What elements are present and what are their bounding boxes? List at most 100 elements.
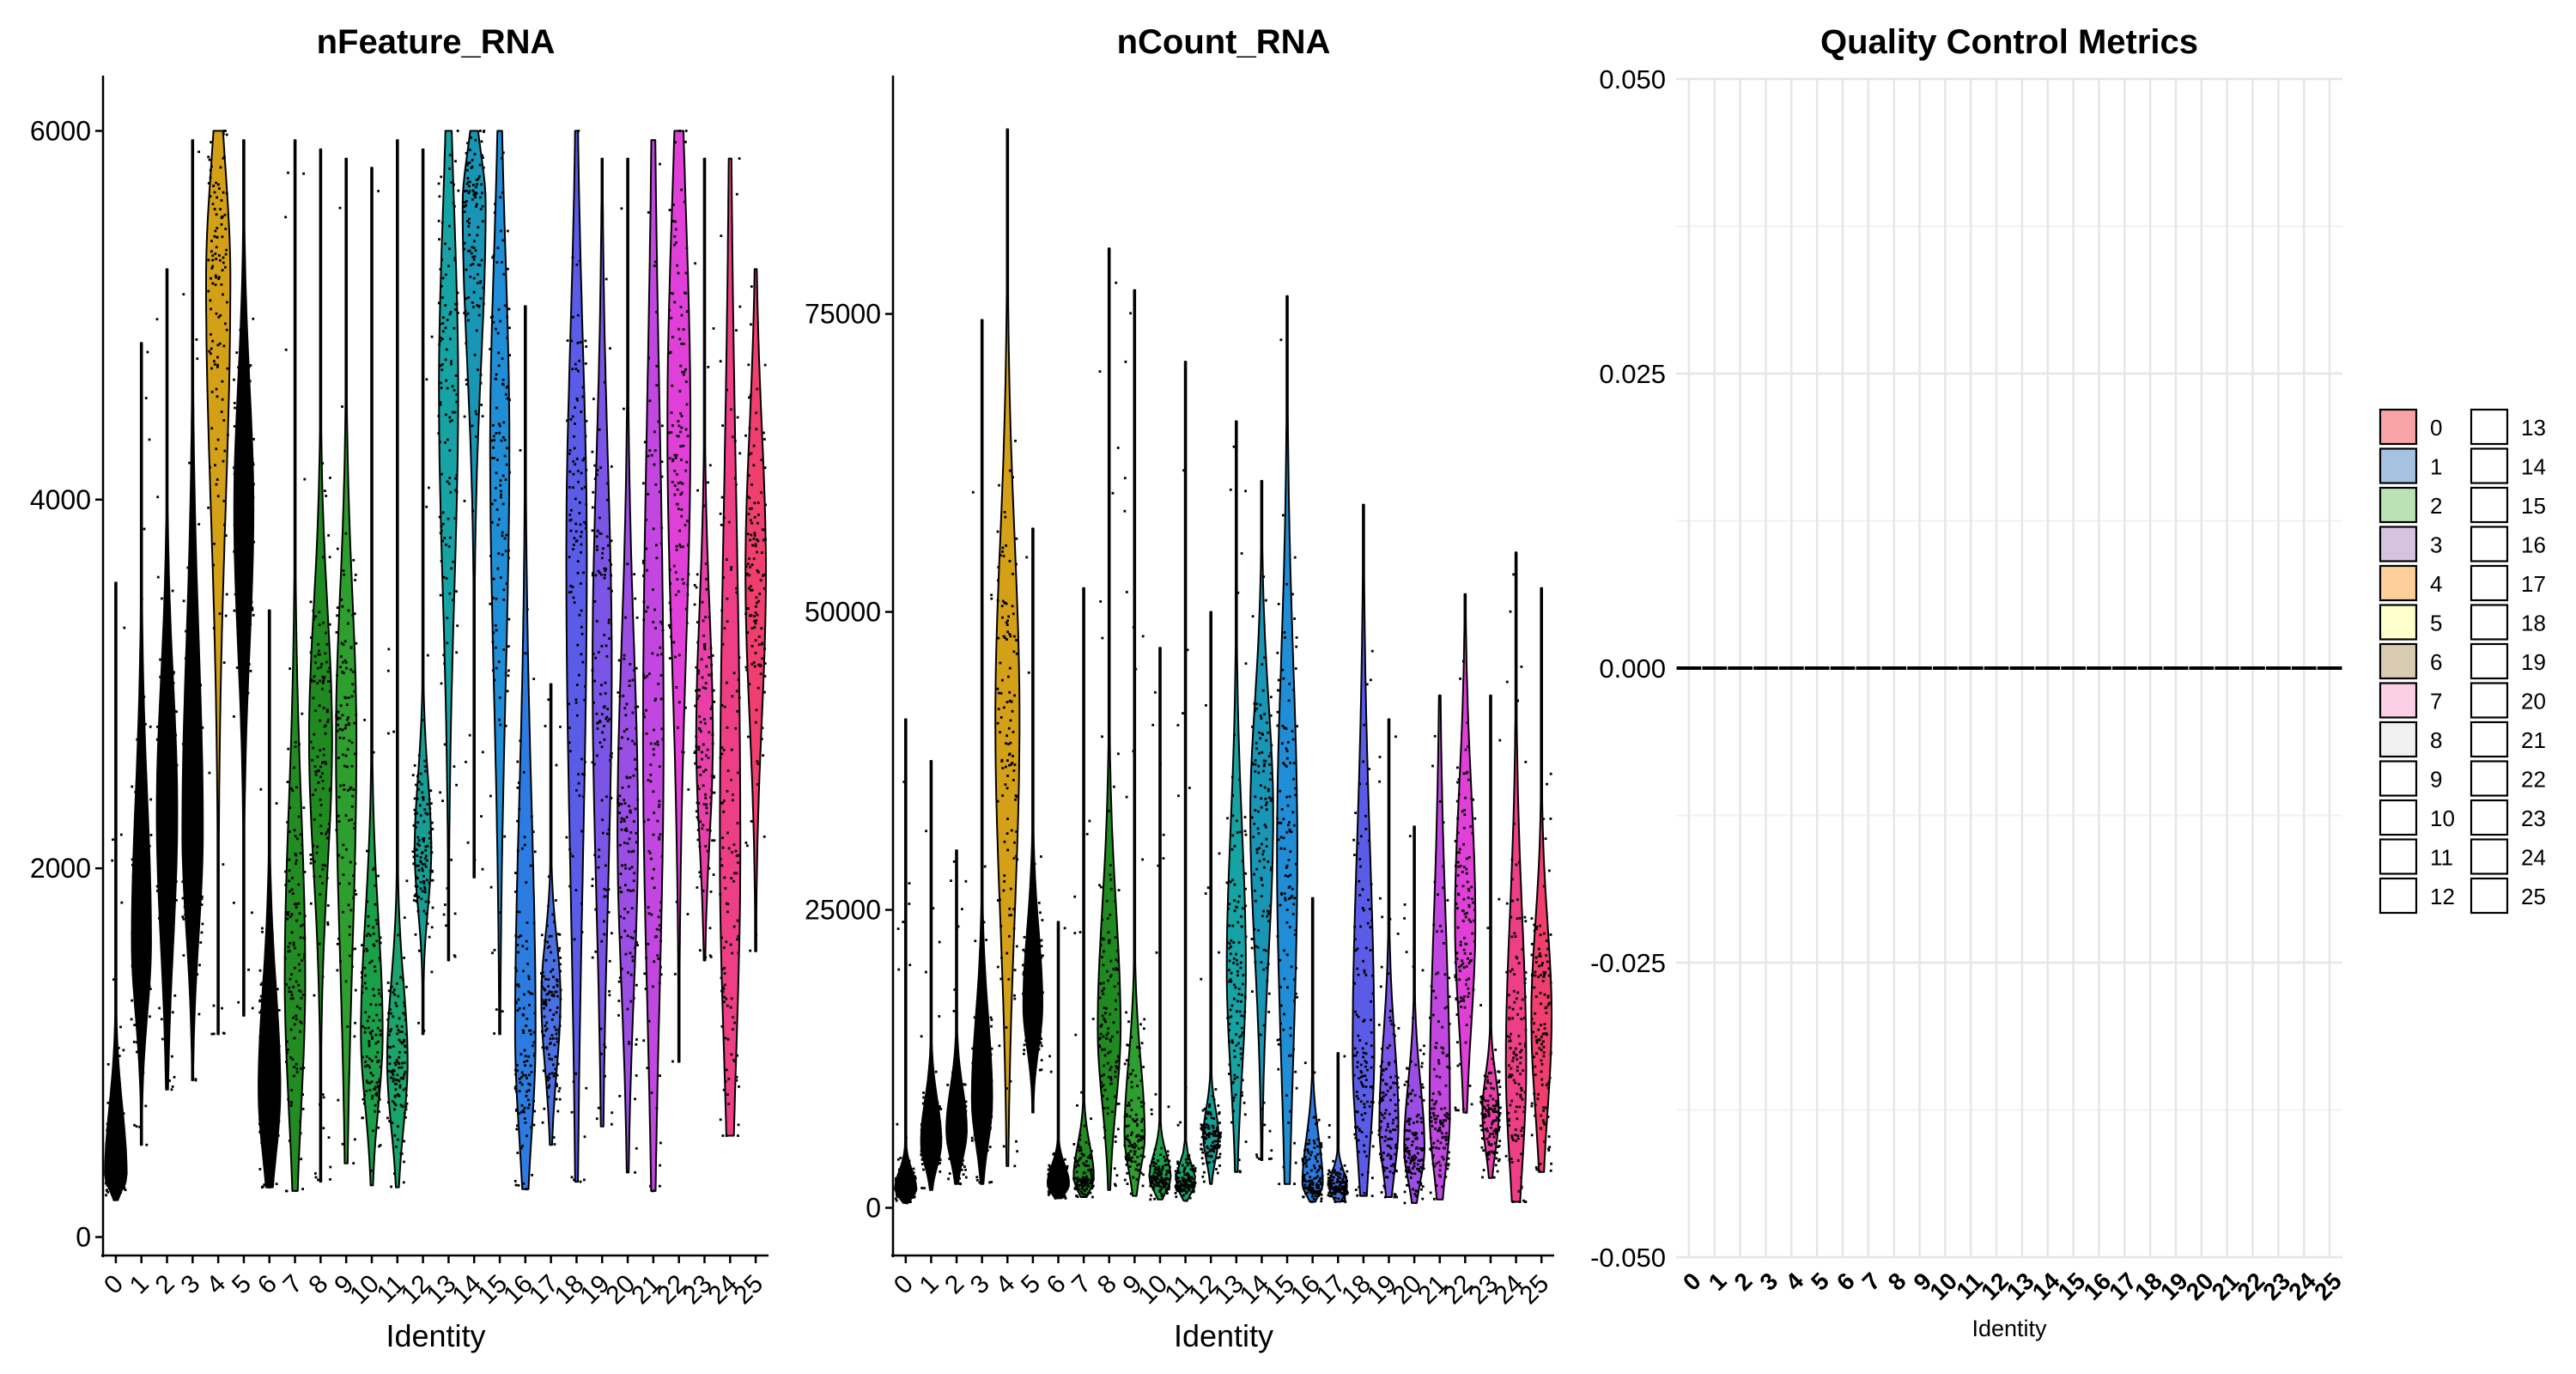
points-cluster-24 <box>719 157 742 1137</box>
legend-item-16: 16 <box>2470 526 2546 562</box>
legend-swatch <box>2379 877 2418 915</box>
legend-swatch <box>2470 682 2509 719</box>
legend-item-3: 3 <box>2379 526 2442 562</box>
violin-cluster-5 <box>233 139 255 1017</box>
y-tick-label: 0.050 <box>1599 64 1666 94</box>
legend-item-7: 7 <box>2379 682 2442 719</box>
violin-cluster-8 <box>1097 247 1122 1191</box>
legend-item-13: 13 <box>2470 408 2546 446</box>
legend-label: 20 <box>2521 689 2546 714</box>
legend-label: 24 <box>2521 845 2546 871</box>
x-tick-label: 6 <box>252 1269 283 1299</box>
points-cluster-5 <box>1022 556 1044 1086</box>
legend-label: 23 <box>2521 806 2546 831</box>
violin-cluster-16 <box>1301 897 1324 1203</box>
violin-cluster-16 <box>513 305 537 1190</box>
legend-swatch <box>2379 720 2418 758</box>
violin-cluster-10 <box>360 167 384 1187</box>
violin-cluster-12 <box>1202 611 1220 1185</box>
legend-swatch <box>2470 564 2509 602</box>
violin-cluster-25 <box>744 268 767 952</box>
x-tick-label: 2 <box>150 1269 180 1299</box>
legend-swatch <box>2470 799 2509 836</box>
x-tick-label: 0 <box>889 1269 919 1299</box>
points-cluster-23 <box>693 262 716 959</box>
legend-swatch <box>2379 486 2418 524</box>
x-tick-label: 25 <box>1514 1269 1554 1310</box>
legend-label: 14 <box>2521 454 2546 480</box>
points-cluster-4 <box>207 130 229 1036</box>
violin-cluster-24 <box>719 157 742 1137</box>
legend-label: 7 <box>2430 689 2442 714</box>
x-axis-title: Identity <box>1174 1318 1273 1353</box>
violin-cluster-1 <box>920 760 943 1191</box>
legend-label: 15 <box>2521 493 2546 519</box>
x-tick-label: 0 <box>1678 1268 1706 1296</box>
x-tick-label: 0 <box>99 1269 129 1299</box>
points-cluster-8 <box>1097 281 1121 1188</box>
x-tick-label: 5 <box>227 1269 257 1299</box>
x-tick-label: 4 <box>1780 1268 1808 1296</box>
violin-cluster-6 <box>1047 921 1070 1200</box>
violin-cluster-6 <box>258 609 282 1189</box>
points-cluster-14 <box>463 130 486 871</box>
violin-cluster-8 <box>308 148 333 1183</box>
violin-cluster-19 <box>592 157 613 1128</box>
legend-label: 12 <box>2430 884 2455 909</box>
legend-swatch <box>2379 760 2418 797</box>
points-cluster-15 <box>489 151 511 1035</box>
legend-swatch <box>2470 877 2509 915</box>
panel-title: nFeature_RNA <box>317 23 556 61</box>
points-cluster-18 <box>1352 649 1375 1197</box>
points-cluster-17 <box>540 698 562 1146</box>
x-tick-label: 2 <box>939 1269 969 1299</box>
x-tick-label: 7 <box>1066 1269 1097 1299</box>
points-cluster-15 <box>1276 338 1298 1186</box>
panel-title: nCount_RNA <box>1117 23 1331 61</box>
legend-swatch <box>2379 564 2418 602</box>
points-cluster-6 <box>1047 927 1069 1200</box>
violin-cluster-18 <box>1352 503 1376 1197</box>
points-cluster-13 <box>437 130 460 958</box>
violin-cluster-2 <box>155 268 179 1091</box>
panel-title: Quality Control Metrics <box>1820 23 2198 61</box>
violin-cluster-2 <box>945 849 968 1185</box>
violin-cluster-0 <box>104 581 128 1201</box>
points-cluster-0 <box>894 781 917 1205</box>
violin-cluster-11 <box>1175 361 1196 1202</box>
legend-item-25: 25 <box>2470 877 2546 915</box>
legend-swatch <box>2379 838 2418 875</box>
x-tick-label: 7 <box>1857 1268 1886 1296</box>
legend-item-0: 0 <box>2379 408 2442 446</box>
points-cluster-24 <box>1504 573 1528 1203</box>
violin-cluster-7 <box>1072 587 1095 1198</box>
points-cluster-20 <box>617 207 640 1174</box>
y-tick-label: 6000 <box>30 115 91 146</box>
points-cluster-22 <box>1454 660 1477 1114</box>
violin-cluster-7 <box>283 139 307 1192</box>
legend-label: 4 <box>2430 571 2442 597</box>
points-cluster-22 <box>667 130 690 1063</box>
violin-cluster-11 <box>386 139 409 1189</box>
x-tick-label: 8 <box>1092 1269 1122 1299</box>
points-cluster-20 <box>1403 835 1425 1205</box>
violin-cluster-15 <box>489 130 511 1036</box>
legend-item-9: 9 <box>2379 760 2442 797</box>
violin-cluster-21 <box>1428 694 1451 1201</box>
legend-label: 21 <box>2521 727 2546 753</box>
legend-swatch <box>2379 642 2418 680</box>
points-cluster-14 <box>1250 575 1273 1160</box>
legend-label: 3 <box>2430 532 2442 558</box>
legend-swatch <box>2470 642 2509 680</box>
points-cluster-3 <box>970 490 993 1184</box>
legend-item-18: 18 <box>2470 604 2546 641</box>
violin-cluster-22 <box>666 130 692 1063</box>
y-tick-label: 25000 <box>805 895 881 926</box>
points-cluster-12 <box>1200 704 1222 1183</box>
violin-cluster-14 <box>461 130 487 879</box>
points-cluster-11 <box>386 647 409 1189</box>
violin-cluster-19 <box>1378 718 1400 1198</box>
legend-label: 0 <box>2430 415 2442 441</box>
points-cluster-25 <box>744 285 767 952</box>
y-tick-label: 75000 <box>805 299 881 330</box>
